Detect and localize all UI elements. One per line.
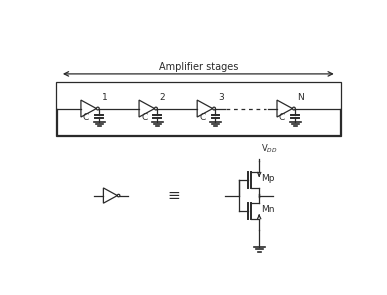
Text: V$_{DD}$: V$_{DD}$ [261,142,277,155]
Text: C: C [199,112,205,122]
Text: 3: 3 [218,94,224,102]
Text: 1: 1 [101,94,107,102]
Text: Mp: Mp [262,174,275,183]
Text: ≡: ≡ [168,188,180,203]
Text: 2: 2 [160,94,165,102]
Text: N: N [298,94,304,102]
Text: C: C [83,112,89,122]
Text: Mn: Mn [262,205,275,214]
Text: C: C [141,112,147,122]
Text: Amplifier stages: Amplifier stages [159,62,238,72]
Text: C: C [279,112,285,122]
